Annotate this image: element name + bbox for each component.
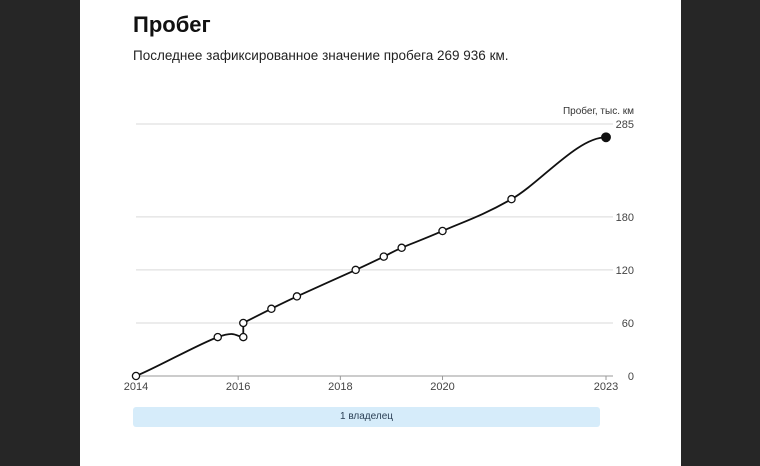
data-point [213,332,222,342]
data-point [131,371,141,381]
data-point [239,318,248,328]
data-point [292,292,302,301]
y-axis: 0 60 120 180 285 [616,119,634,383]
data-point [351,265,360,275]
x-axis: 2014 2016 2018 2020 2023 [124,376,618,393]
data-point [239,332,248,342]
y-tick-label: 0 [628,371,634,383]
owners-bar: 1 владелец [133,407,600,427]
data-point [507,194,516,204]
x-tick-label: 2016 [226,381,250,393]
y-tick-label: 285 [616,119,634,131]
x-tick-label: 2014 [124,381,148,393]
data-point [267,304,276,314]
y-axis-label: Пробег, тыс. км [563,105,634,117]
chart-grid [136,123,613,377]
data-point [379,252,389,261]
data-point [397,243,406,253]
mileage-card: Пробег Последнее зафиксированное значени… [80,0,681,466]
x-tick-label: 2018 [328,381,352,393]
y-tick-label: 120 [616,265,634,277]
owners-label: 1 владелец [339,411,393,422]
y-tick-label: 180 [616,212,634,224]
mileage-line [135,136,607,377]
x-tick-label: 2020 [430,381,454,393]
data-point [438,226,447,236]
data-point-latest [601,132,611,143]
page-subtitle: Последнее зафиксированное значение пробе… [133,48,509,63]
page-title: Пробег [133,12,211,37]
y-tick-label: 60 [622,318,634,330]
x-tick-label: 2023 [594,381,618,393]
data-points [131,132,611,381]
